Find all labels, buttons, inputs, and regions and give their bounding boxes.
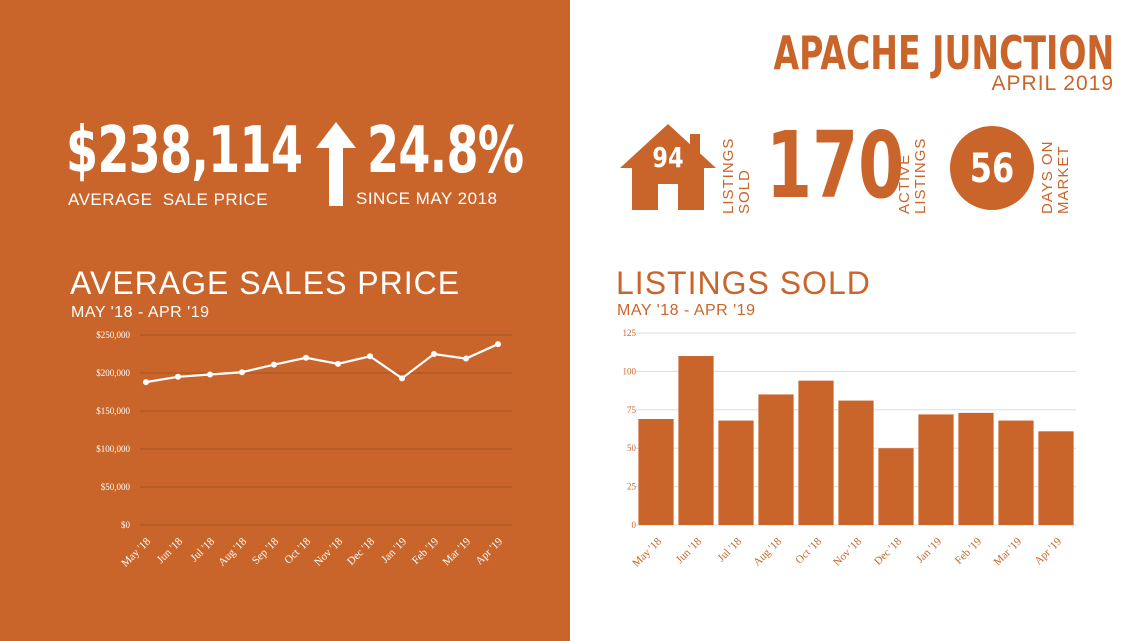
- y-tick-label: 0: [632, 520, 637, 530]
- y-tick-label: 75: [627, 405, 637, 415]
- y-tick-label: 125: [623, 328, 637, 338]
- bar: [958, 412, 994, 525]
- data-point: [495, 341, 501, 348]
- data-point: [143, 379, 149, 386]
- x-tick-label: Mar '19: [992, 535, 1025, 568]
- bar-chart-title: LISTINGS SOLD: [616, 265, 871, 301]
- days-on-market-label-line2: MARKET: [1055, 145, 1072, 214]
- data-point: [239, 369, 245, 376]
- x-tick-label: Jul '18: [715, 535, 744, 564]
- listings-sold-label-line1: LISTINGS: [720, 137, 737, 214]
- active-listings-label-line2: LISTINGS: [912, 137, 929, 214]
- x-tick-label: Apr '19: [473, 535, 505, 567]
- left-panel: [0, 0, 570, 641]
- listings-sold-chart: 0 25 50 75 100 125 May '18 Jun '18 Jul '18 Aug '1…: [623, 328, 1076, 570]
- bar-chart-subtitle: MAY '18 - APR '19: [617, 302, 756, 319]
- bar: [758, 394, 794, 525]
- bar: [998, 420, 1034, 525]
- average-sales-price-chart: $0 $50,000 $100,000 $150,000 $200,000 $250,00…: [96, 330, 512, 570]
- x-tick-label: Apr '19: [1032, 535, 1064, 567]
- x-tick-label: Feb '19: [953, 535, 985, 567]
- right-panel: [570, 0, 1140, 641]
- x-tick-label: Aug '18: [751, 535, 784, 568]
- bar: [918, 414, 954, 525]
- data-point: [207, 371, 213, 378]
- y-tick-label: $250,000: [96, 330, 130, 340]
- y-tick-label: $0: [121, 520, 131, 530]
- data-point: [399, 375, 405, 382]
- y-tick-label: 50: [627, 443, 637, 453]
- listings-sold-label: LISTINGS SOLD: [720, 137, 753, 214]
- y-tick-label: $100,000: [96, 444, 130, 454]
- data-point: [463, 355, 469, 362]
- y-tick-label: 25: [627, 482, 637, 492]
- bar: [678, 356, 714, 525]
- x-tick-label: Feb '19: [410, 535, 442, 567]
- bar: [718, 420, 754, 525]
- x-tick-label: May '18: [630, 535, 664, 569]
- data-point: [431, 351, 437, 357]
- x-tick-label: Jun '18: [674, 535, 705, 566]
- y-tick-label: 100: [623, 366, 637, 376]
- x-tick-label: Sep '18: [250, 535, 282, 567]
- data-point: [175, 373, 181, 380]
- line-chart-subtitle: MAY '18 - APR '19: [71, 304, 210, 321]
- days-on-market-label: DAYS ON MARKET: [1039, 140, 1072, 214]
- x-tick-label: Oct '18: [282, 535, 313, 566]
- bar: [798, 380, 834, 525]
- x-tick-label: Aug '18: [216, 535, 249, 568]
- x-tick-label: Jan '19: [914, 535, 944, 565]
- x-tick-label: Jan '19: [379, 535, 409, 565]
- x-tick-label: Mar '19: [441, 535, 474, 568]
- days-on-market-circle: [950, 126, 1034, 210]
- x-tick-label: Jul '18: [188, 535, 217, 564]
- price-change-value: 24.8%: [367, 114, 524, 188]
- house-icon: [620, 124, 716, 210]
- bar: [1038, 431, 1074, 525]
- active-listings-label-line1: ACTIVE: [896, 153, 913, 214]
- active-listings-label: ACTIVE LISTINGS: [896, 137, 929, 214]
- y-tick-label: $150,000: [96, 406, 130, 416]
- bar: [838, 400, 874, 525]
- listings-sold-value: 94: [652, 141, 684, 174]
- x-tick-label: Jun '18: [155, 535, 186, 566]
- data-point: [271, 361, 277, 368]
- up-arrow-icon: [316, 122, 356, 206]
- x-tick-label: Dec '18: [872, 535, 904, 567]
- data-point: [303, 354, 309, 361]
- bar: [638, 419, 674, 525]
- data-point: [335, 360, 341, 367]
- x-tick-label: Nov '18: [831, 535, 864, 568]
- days-on-market-label-line1: DAYS ON: [1039, 140, 1056, 214]
- y-tick-label: $50,000: [101, 482, 131, 492]
- price-change-label: SINCE MAY 2018: [356, 189, 498, 208]
- x-tick-label: May '18: [119, 535, 153, 569]
- bar: [878, 448, 914, 525]
- line-chart-title: AVERAGE SALES PRICE: [70, 265, 461, 301]
- average-sale-price-value: $238,114: [66, 114, 303, 188]
- report-date: APRIL 2019: [991, 72, 1114, 95]
- data-point: [367, 353, 373, 360]
- x-tick-label: Oct '18: [793, 535, 824, 566]
- y-tick-label: $200,000: [96, 368, 130, 378]
- listings-sold-label-line2: SOLD: [736, 169, 753, 214]
- x-tick-label: Nov '18: [312, 535, 345, 568]
- average-sale-price-label: AVERAGE SALE PRICE: [68, 190, 269, 209]
- x-tick-label: Dec '18: [345, 535, 377, 567]
- days-on-market-value: 56: [969, 146, 1015, 192]
- active-listings-value: 170: [766, 112, 905, 219]
- city-title: APACHE JUNCTION: [773, 26, 1114, 80]
- price-series-line: [145, 343, 499, 384]
